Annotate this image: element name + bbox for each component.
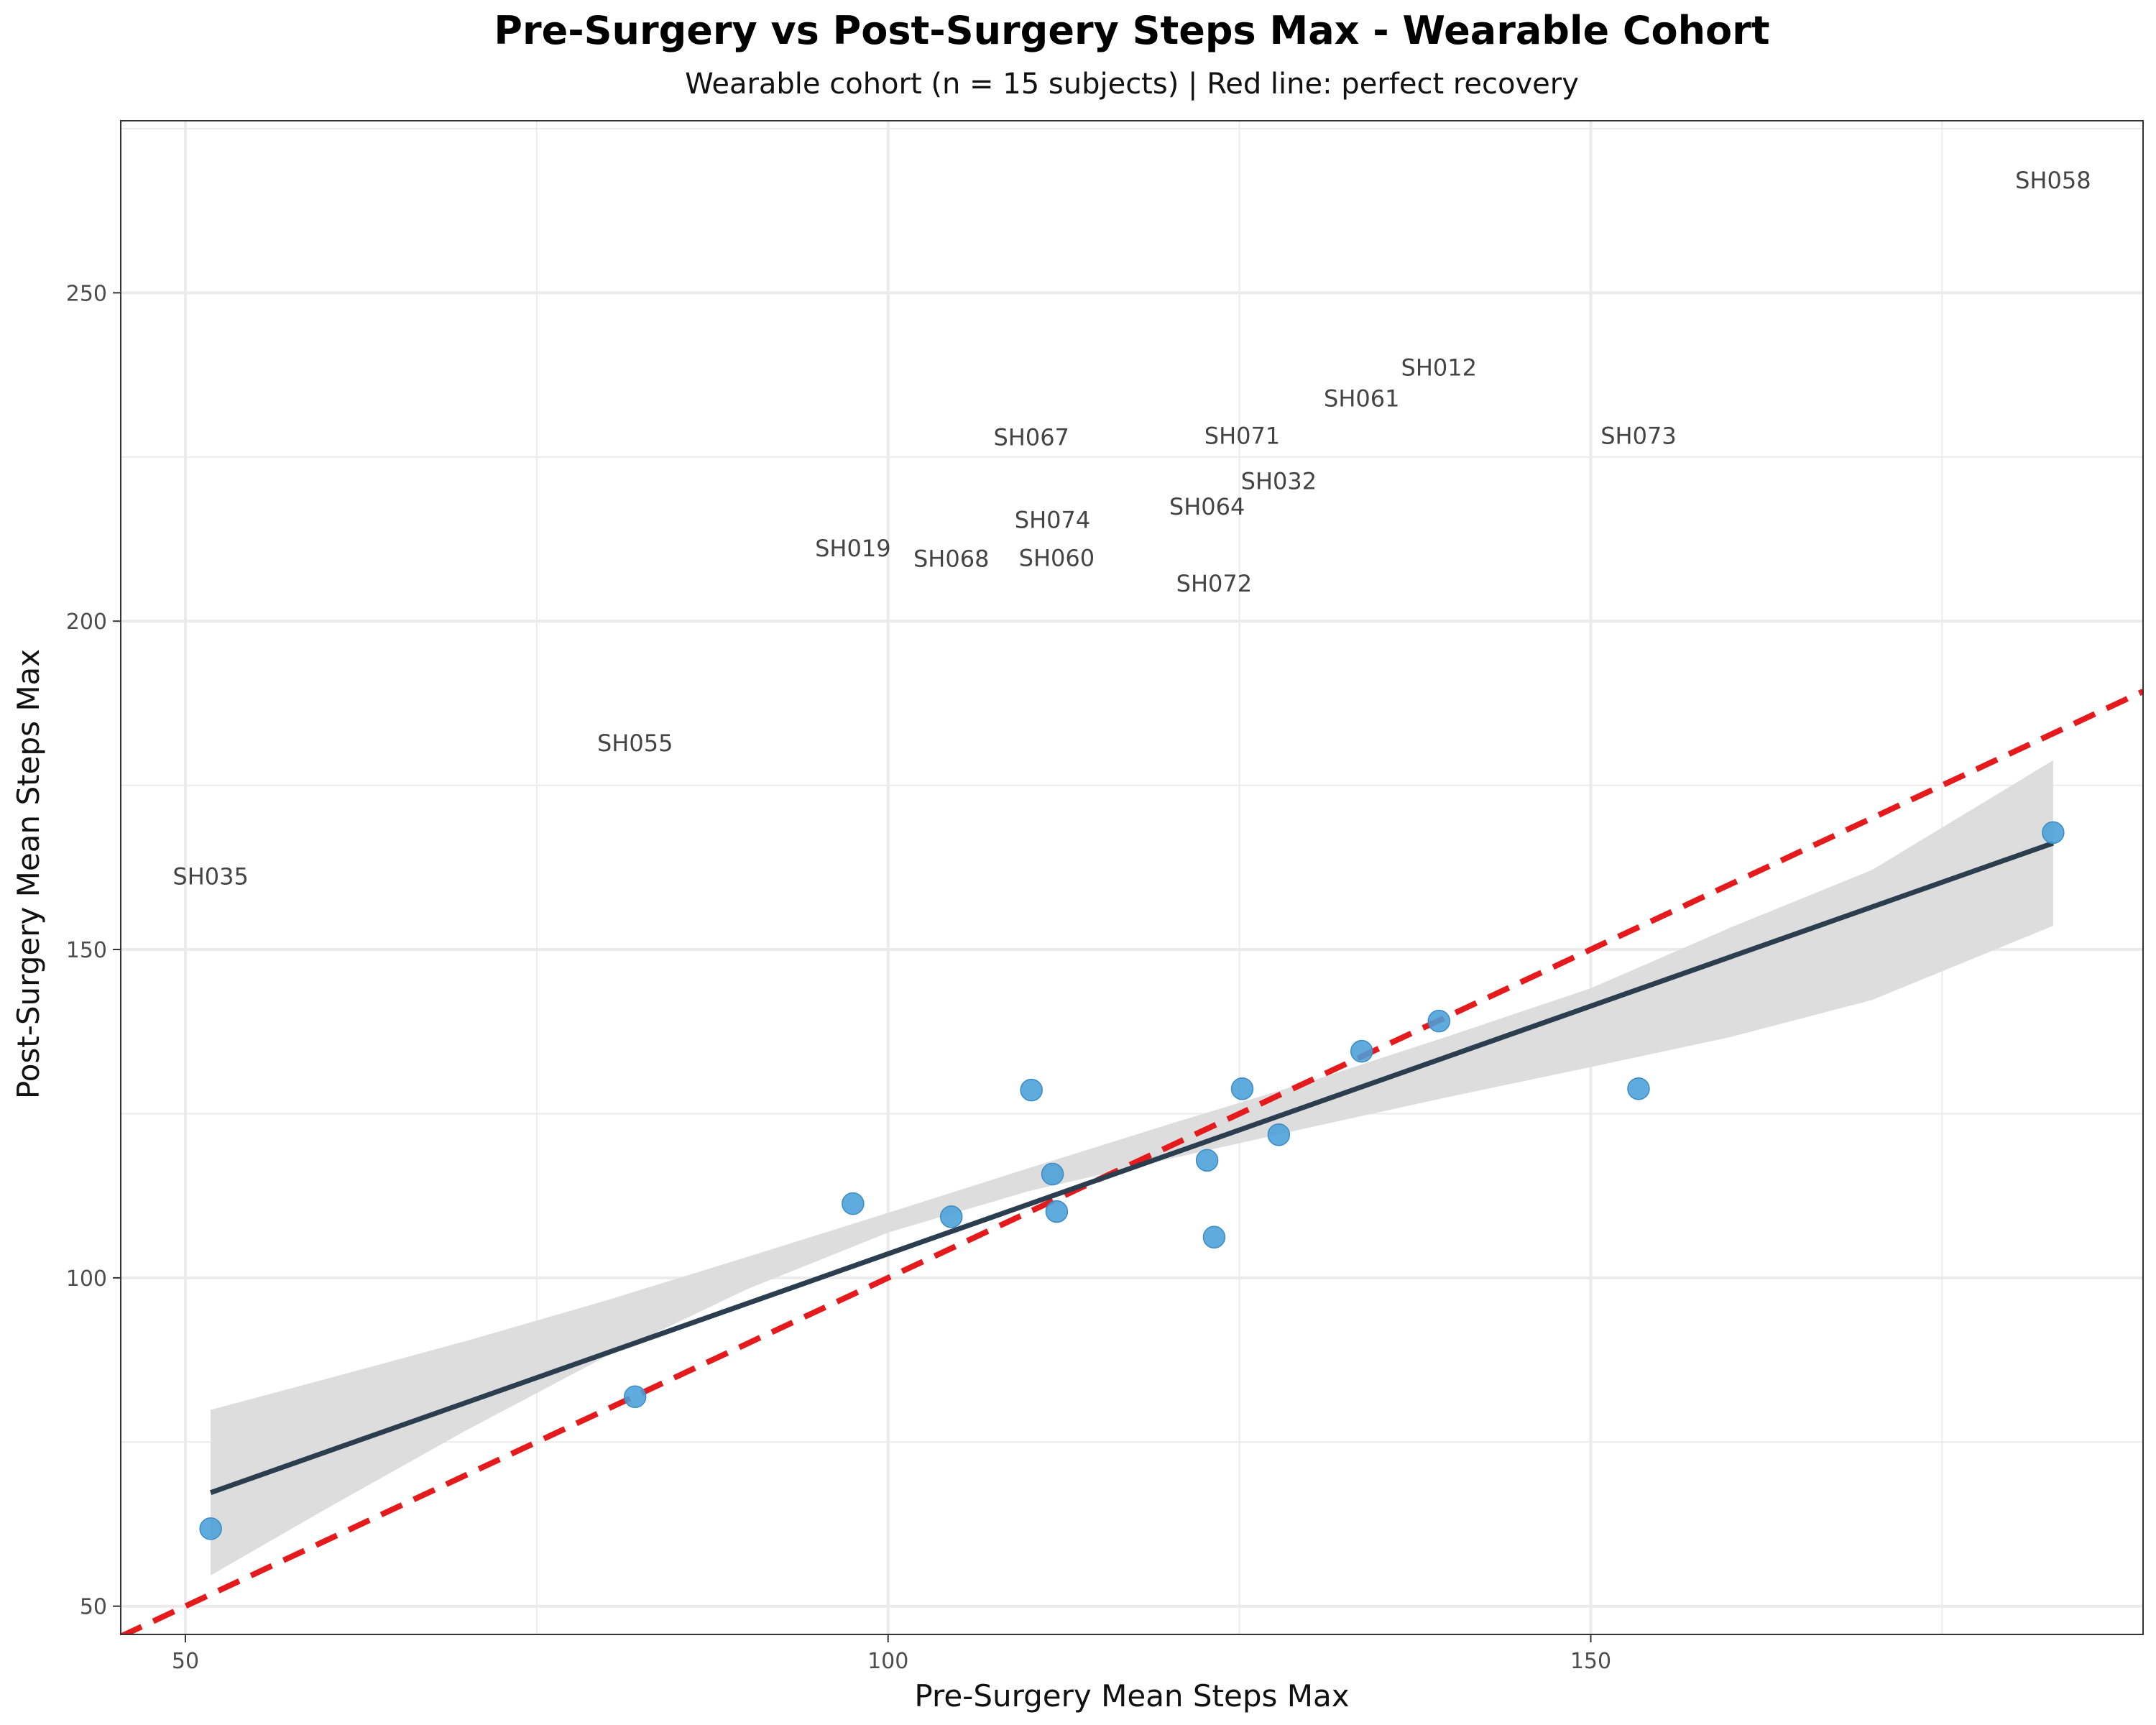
chart-title: Pre-Surgery vs Post-Surgery Steps Max - … bbox=[494, 8, 1769, 53]
grid-lines bbox=[121, 121, 2143, 1634]
data-point bbox=[199, 1517, 222, 1540]
data-point bbox=[1020, 1078, 1043, 1102]
data-point bbox=[2042, 821, 2065, 845]
data-point bbox=[1230, 1077, 1254, 1100]
point-label: SH061 bbox=[1324, 385, 1399, 412]
chart-subtitle: Wearable cohort (n = 15 subjects) | Red … bbox=[685, 68, 1579, 101]
x-axis-title: Pre-Surgery Mean Steps Max bbox=[914, 1678, 1349, 1714]
y-tick-label: 50 bbox=[80, 1595, 107, 1620]
x-tick-label: 100 bbox=[867, 1649, 908, 1674]
data-point bbox=[1202, 1225, 1226, 1248]
x-tick-label: 50 bbox=[172, 1649, 199, 1674]
reference-line-layer bbox=[121, 689, 2143, 1634]
data-point bbox=[1627, 1077, 1650, 1100]
y-axis: 50 100 150 200 250 bbox=[66, 281, 121, 1620]
regression-line bbox=[209, 840, 2055, 1495]
data-point bbox=[1045, 1200, 1069, 1223]
y-axis-title: Post-Surgery Mean Steps Max bbox=[11, 649, 46, 1099]
data-point bbox=[1041, 1162, 1064, 1186]
point-label: SH072 bbox=[1176, 570, 1252, 597]
point-label: SH032 bbox=[1241, 468, 1317, 495]
data-point bbox=[842, 1192, 865, 1215]
data-point bbox=[1427, 1009, 1451, 1033]
point-label: SH068 bbox=[913, 545, 989, 572]
x-axis: 50 100 150 bbox=[172, 1634, 1611, 1674]
regression-line-layer bbox=[209, 840, 2055, 1495]
point-label: SH035 bbox=[172, 863, 248, 891]
plot-area: SH035 SH055 SH019 SH068 SH067 SH074 SH060 SH064… bbox=[120, 120, 2144, 1635]
points-layer bbox=[199, 821, 2065, 1540]
x-tick-label: 150 bbox=[1570, 1649, 1611, 1674]
point-label: SH058 bbox=[2015, 167, 2091, 194]
y-tick-label: 200 bbox=[66, 610, 107, 635]
point-label: SH074 bbox=[1015, 507, 1090, 534]
y-tick-label: 150 bbox=[66, 938, 107, 963]
y-tick-label: 250 bbox=[66, 281, 107, 306]
reference-line bbox=[121, 689, 2143, 1634]
point-label: SH064 bbox=[1169, 493, 1245, 520]
point-label: SH071 bbox=[1204, 423, 1280, 450]
data-point bbox=[1267, 1123, 1291, 1146]
data-point bbox=[623, 1385, 647, 1409]
point-labels-layer: SH035 SH055 SH019 SH068 SH067 SH074 SH060 SH064… bbox=[172, 167, 2091, 890]
data-point bbox=[1195, 1149, 1219, 1172]
y-tick-label: 100 bbox=[66, 1266, 107, 1292]
panel-border bbox=[120, 120, 2144, 1635]
point-label: SH019 bbox=[815, 535, 890, 562]
point-label: SH012 bbox=[1401, 354, 1477, 382]
point-label: SH067 bbox=[993, 423, 1069, 451]
data-point bbox=[939, 1205, 963, 1228]
point-label: SH073 bbox=[1600, 423, 1676, 450]
point-label: SH055 bbox=[597, 730, 673, 757]
data-point bbox=[1350, 1039, 1373, 1063]
point-label: SH060 bbox=[1019, 545, 1095, 572]
